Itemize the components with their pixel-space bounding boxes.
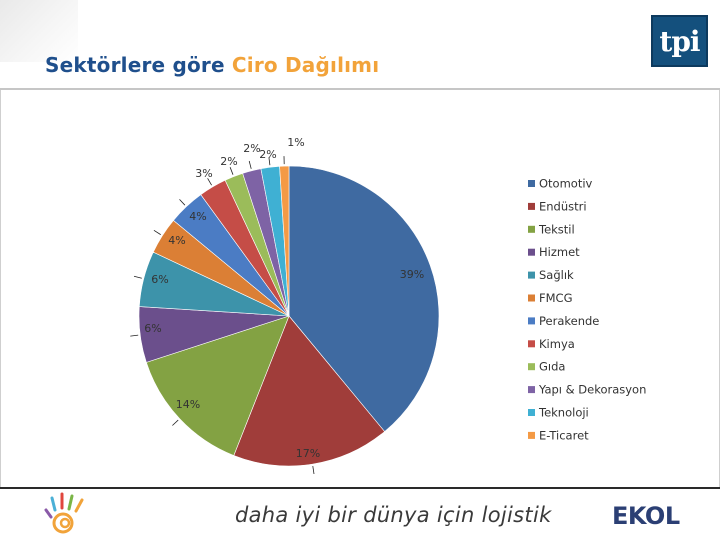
data-label-endustri: 17%: [296, 447, 320, 460]
pie-slice-e-ticaret: [279, 165, 290, 317]
leader-line-yapi-and-dekorasyon: [248, 160, 252, 169]
legend-swatch-e-ticaret: [528, 431, 535, 439]
leader-line-gida: [229, 167, 234, 175]
legend-label-perakende: Perakende: [539, 314, 599, 328]
legend-label-gida: Gıda: [539, 360, 565, 374]
legend-label-hizmet: Hizmet: [539, 245, 580, 259]
legend-swatch-gida: [528, 363, 535, 371]
data-label-tekstil: 14%: [176, 398, 200, 411]
data-label-otomotiv: 39%: [400, 268, 424, 281]
tpi-logo-text: tpi: [659, 24, 700, 58]
legend-label-fmcg: FMCG: [539, 291, 572, 305]
data-label-gida: 2%: [220, 155, 237, 168]
data-label-hizmet: 6%: [144, 322, 161, 335]
leader-line-tekstil: [172, 419, 179, 426]
data-label-kimya: 3%: [195, 167, 212, 180]
legend-swatch-perakende: [528, 317, 535, 325]
legend-label-yapi-and-dekorasyon: Yapı & Dekorasyon: [538, 383, 646, 397]
page-title: Sektörlere göre Ciro Dağılımı: [45, 53, 379, 77]
leader-line-perakende: [179, 199, 186, 206]
frame-left-border: [0, 90, 1, 488]
leader-line-kimya: [207, 178, 212, 186]
legend-label-teknoloji: Teknoloji: [538, 406, 589, 420]
legend-swatch-kimya: [528, 340, 535, 348]
legend-label-e-ticaret: E-Ticaret: [539, 428, 589, 442]
leader-line-saglik: [133, 275, 142, 279]
data-label-perakende: 4%: [189, 210, 206, 223]
tpi-logo: tpi: [651, 15, 708, 67]
legend-swatch-yapi-and-dekorasyon: [528, 386, 535, 394]
legend-swatch-tekstil: [528, 225, 535, 233]
legend-swatch-hizmet: [528, 248, 535, 256]
legend-swatch-fmcg: [528, 294, 535, 302]
leader-line-teknoloji: [268, 157, 271, 166]
leader-line-hizmet: [130, 334, 139, 337]
pie-slice-endustri: [233, 315, 386, 467]
footer-tagline: daha iyi bir dünya için lojistik: [235, 503, 552, 527]
legend-label-saglik: Sağlık: [539, 268, 574, 282]
hand-flower-logo-icon: [44, 492, 84, 534]
data-label-fmcg: 4%: [168, 234, 185, 247]
legend-swatch-saglik: [528, 271, 535, 279]
data-label-teknoloji: 2%: [259, 148, 276, 161]
pie-slice-otomotiv: [288, 165, 440, 433]
legend-swatch-endustri: [528, 202, 535, 210]
legend-label-tekstil: Tekstil: [538, 222, 575, 236]
leader-line-endustri: [312, 466, 315, 475]
leader-line-fmcg: [153, 229, 161, 235]
legend-label-endustri: Endüstri: [539, 199, 587, 213]
legend-label-kimya: Kimya: [539, 337, 575, 351]
data-label-saglik: 6%: [151, 273, 168, 286]
corner-decoration: [0, 0, 78, 62]
ekol-logo: EKOL: [612, 502, 680, 530]
data-label-e-ticaret: 1%: [287, 136, 304, 149]
title-part-highlight: Ciro Dağılımı: [231, 53, 380, 77]
data-label-yapi-and-dekorasyon: 2%: [243, 142, 260, 155]
title-part-main: Sektörlere göre: [45, 53, 225, 77]
legend-swatch-otomotiv: [528, 180, 535, 187]
legend-label-otomotiv: Otomotiv: [539, 177, 593, 191]
legend-swatch-teknoloji: [528, 409, 535, 416]
header-divider: [0, 88, 720, 90]
footer-divider: [0, 487, 720, 489]
